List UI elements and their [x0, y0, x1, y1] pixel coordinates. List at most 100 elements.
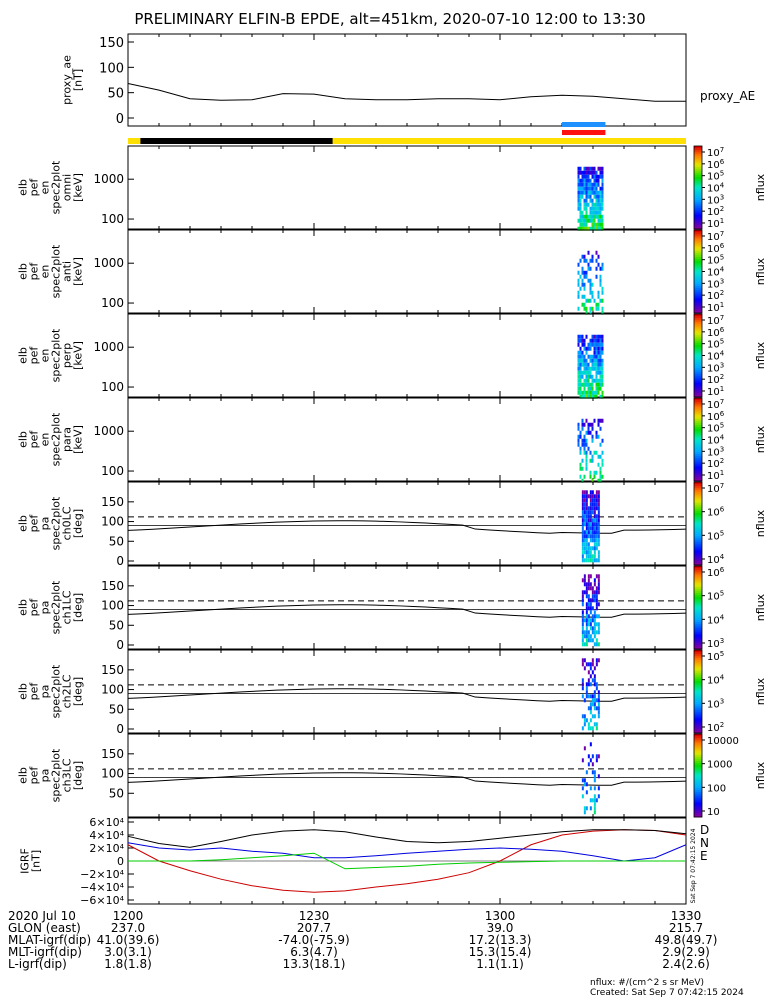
y-label-line: pa	[39, 517, 52, 531]
spectrogram-cell	[585, 374, 588, 379]
colorbar-cell	[694, 554, 702, 558]
colorbar-tick-label: 105	[707, 338, 724, 351]
colorbar-cell	[694, 590, 702, 594]
spectrogram-cell	[599, 194, 602, 199]
colorbar-cell	[694, 802, 702, 806]
colorbar-tick-label: 104	[707, 182, 725, 195]
pa-spectrogram-cell	[583, 806, 586, 811]
pa-spectrogram-cell	[581, 598, 584, 603]
spectrogram-cell	[601, 218, 604, 223]
spectrogram-cell	[589, 286, 592, 291]
spectrogram-cell	[589, 390, 592, 395]
spectrogram-cell	[599, 298, 602, 303]
pa-spectrogram-cell	[585, 610, 588, 615]
spectrogram-cell	[579, 186, 582, 191]
spectrogram-cell	[591, 254, 594, 259]
spectrogram-cell	[593, 170, 596, 175]
spectrogram-cell	[579, 338, 582, 343]
spectrogram-cell	[585, 194, 588, 199]
spectrogram-cell	[583, 198, 586, 203]
footer-row-value: 39.0	[486, 921, 514, 935]
colorbar-cell	[694, 236, 702, 239]
colorbar-cell	[694, 290, 702, 293]
spectrogram-cell	[585, 370, 588, 375]
spectrogram-cell	[597, 166, 600, 171]
colorbar-cell	[694, 500, 702, 504]
spectrogram-cell	[577, 170, 580, 175]
pa_spec2plot_ch1LC-colorbar	[693, 565, 703, 650]
spectrogram-cell	[593, 346, 596, 351]
colorbar-cell	[694, 622, 702, 625]
spectrogram-cell	[591, 438, 594, 443]
spectrogram-cell	[577, 194, 580, 199]
spectrogram-cell	[593, 354, 596, 359]
pa-spectrogram-cell	[585, 686, 588, 691]
colorbar-cell	[694, 800, 702, 803]
colorbar-cell	[694, 570, 702, 573]
colorbar-cell	[694, 394, 702, 398]
spectrogram-cell	[591, 218, 594, 223]
colorbar-tick-label: 103	[707, 637, 724, 650]
pa_spec2plot_ch2LC-frame	[127, 649, 687, 734]
spectrogram-cell	[581, 354, 584, 359]
spectrogram-cell	[601, 458, 604, 463]
pa_spec2plot_ch3LC-frame	[127, 733, 687, 818]
spectrogram-cell	[589, 206, 592, 211]
pa-spectrogram-cell	[587, 634, 590, 639]
colorbar-cell	[694, 154, 702, 157]
colorbar-cell	[694, 361, 702, 365]
pa-spectrogram-cell	[597, 502, 600, 507]
y-label-line: elb	[17, 431, 30, 448]
spectrogram-cell	[589, 386, 592, 391]
colorbar-cell	[694, 771, 702, 774]
pa-spectrogram-cell	[593, 774, 596, 779]
pa-spectrogram-cell	[581, 610, 584, 615]
colorbar-cell	[694, 734, 702, 737]
pa-spectrogram-cell	[581, 542, 584, 547]
pa-spectrogram-cell	[581, 726, 584, 731]
spectrogram-cell	[577, 438, 580, 443]
pa_spec2plot_ch3LC-colorbar-label: nflux	[754, 761, 767, 789]
colorbar-cell	[694, 630, 702, 633]
colorbar-cell	[694, 748, 702, 752]
pa-spectrogram-cell	[581, 662, 584, 667]
colorbar-cell	[694, 706, 702, 709]
spectrogram-cell	[593, 222, 596, 227]
colorbar-cell	[694, 484, 702, 487]
colorbar-cell	[694, 652, 702, 655]
pa-spectrogram-cell	[581, 558, 584, 563]
pa-spectrogram-cell	[593, 538, 596, 543]
pa-spectrogram-cell	[593, 702, 596, 707]
pa-spectrogram-cell	[585, 498, 588, 503]
y-label-line: proxy_ae	[61, 55, 74, 105]
spectrogram-cell	[589, 474, 592, 479]
footer-created: Created: Sat Sep 7 07:42:15 2024	[590, 988, 744, 998]
spectrogram-cell	[593, 182, 596, 187]
spectrogram-cell	[585, 390, 588, 395]
spectrogram-cell	[581, 218, 584, 223]
pa-spectrogram-cell	[589, 638, 592, 643]
colorbar-tick-label: 107	[707, 230, 724, 243]
spectrogram-cell	[583, 302, 586, 307]
spectrogram-cell	[593, 470, 596, 475]
footer-units: nflux: #/(cm^2 s sr MeV)	[590, 978, 704, 988]
spectrogram-cell	[583, 254, 586, 259]
spectrogram-cell	[579, 466, 582, 471]
pa-spectrogram-cell	[585, 506, 588, 511]
spectrogram-cell	[579, 358, 582, 363]
pa-spectrogram-cell	[581, 642, 584, 647]
pa-spectrogram-cell	[591, 594, 594, 599]
igrf-legend-N: N	[700, 836, 709, 850]
colorbar-cell	[694, 796, 702, 799]
colorbar-cell	[694, 390, 702, 394]
spectrogram-cell	[591, 338, 594, 343]
spectrogram-cell	[579, 374, 582, 379]
pa-spectrogram-cell	[595, 522, 598, 527]
spectrogram-cell	[587, 394, 590, 399]
spectrogram-cell	[593, 206, 596, 211]
colorbar-cell	[694, 246, 702, 250]
pa-spectrogram-cell	[587, 494, 590, 499]
spectrogram-cell	[597, 194, 600, 199]
y-tick-label: 1000	[93, 172, 124, 186]
spectrogram-cell	[591, 170, 594, 175]
